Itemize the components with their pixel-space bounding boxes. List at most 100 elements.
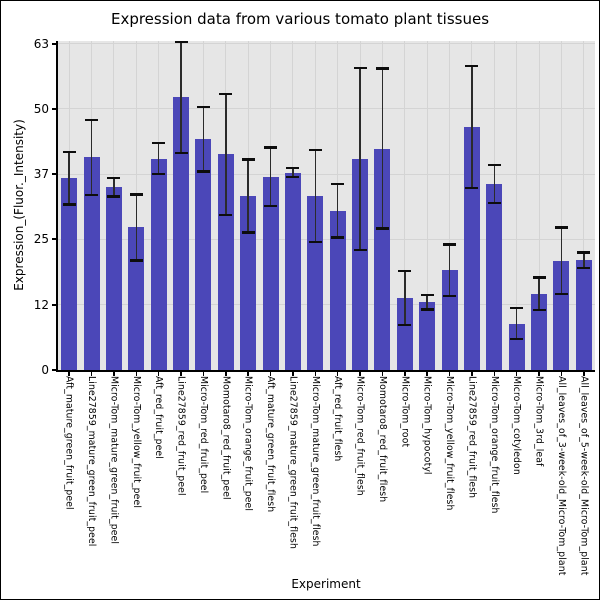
bar	[150, 158, 167, 370]
error-bar-line	[471, 66, 473, 189]
error-bar-cap	[62, 203, 76, 206]
error-bar-line	[113, 177, 115, 197]
gridline-vertical	[516, 41, 518, 370]
error-bar-cap	[510, 306, 524, 310]
error-bar-line	[583, 252, 585, 269]
bar	[307, 196, 324, 370]
bar	[575, 260, 592, 370]
bar	[352, 159, 369, 370]
gridline-horizontal	[58, 43, 595, 45]
error-bar-line	[538, 277, 540, 310]
error-bar-cap	[174, 151, 188, 154]
error-bar-cap	[375, 67, 389, 70]
error-bar-cap	[465, 64, 479, 68]
x-tick-label: Micro-Tom_cotyledon	[511, 376, 523, 475]
y-tick-label: 12	[33, 297, 49, 312]
x-tick-mark	[292, 372, 294, 376]
error-bar-line	[359, 68, 361, 250]
error-bar-line	[515, 307, 518, 340]
error-bar-cap	[353, 248, 367, 252]
error-bar-line	[336, 184, 339, 238]
error-bar-line	[292, 167, 294, 178]
y-tick-label: 63	[33, 36, 49, 51]
y-axis-label: Expression_(Fluor._Intensity)	[12, 119, 26, 291]
gridline-vertical	[560, 41, 562, 370]
y-tick-label: 25	[33, 232, 49, 247]
x-tick-mark	[583, 372, 585, 376]
x-tick-mark	[90, 372, 93, 376]
y-tick-label: 50	[33, 101, 49, 116]
error-bar-cap	[129, 259, 143, 262]
x-tick-label: Aft_red_fruit_peel	[153, 376, 165, 459]
bar	[240, 196, 257, 370]
error-bar-cap	[532, 308, 546, 312]
gridline-vertical	[583, 41, 585, 370]
x-axis-label: Experiment	[291, 577, 361, 591]
bar	[128, 227, 145, 370]
x-tick-mark	[426, 372, 428, 376]
error-bar-line	[90, 119, 93, 196]
error-bar-cap	[129, 193, 143, 196]
x-tick-label: Line27859_mature_green_fruit_peel	[86, 376, 98, 547]
error-bar-cap	[264, 146, 278, 149]
x-tick-label: Line27859_red_fruit_peel	[175, 376, 187, 496]
y-tick-mark	[52, 303, 56, 306]
bar	[105, 187, 122, 370]
x-tick-mark	[404, 372, 406, 376]
x-tick-label: Micro-Tom_red_fruit_flesh	[354, 376, 366, 496]
y-axis-spine	[56, 41, 58, 372]
bar	[195, 139, 212, 370]
x-tick-mark	[135, 372, 138, 376]
y-tick-mark	[52, 42, 56, 45]
x-tick-mark	[225, 372, 227, 376]
bar	[329, 210, 346, 370]
bar	[396, 297, 413, 370]
x-tick-label: Micro-Tom_3rd_leaf	[533, 376, 545, 467]
x-tick-label: Micro-Tom_orange_fruit_flesh	[488, 376, 500, 514]
error-bar-line	[202, 106, 205, 172]
x-tick-label: Aft_mature_green_fruit_flesh	[265, 376, 277, 513]
x-tick-mark	[314, 372, 317, 376]
error-bar-cap	[577, 251, 591, 254]
error-bar-cap	[398, 269, 412, 272]
bar	[419, 302, 436, 370]
error-bar-line	[381, 68, 384, 229]
x-tick-label: All_leaves_of_5-week-old_Micro-Tom_plant	[578, 376, 590, 576]
error-bar-line	[180, 42, 182, 153]
error-bar-line	[448, 244, 451, 296]
bar	[284, 172, 301, 370]
x-tick-label: Micro-Tom_red_fruit_peel	[197, 376, 209, 494]
bar	[531, 293, 548, 370]
error-bar-cap	[264, 204, 278, 208]
error-bar-cap	[375, 227, 389, 230]
bar	[553, 260, 570, 370]
x-tick-label: Micro-Tom_mature_green_fruit_peel	[108, 376, 120, 545]
x-tick-mark	[336, 372, 339, 376]
x-tick-label: Micro-Tom_root	[399, 376, 411, 448]
error-bar-line	[225, 93, 227, 215]
error-bar-cap	[554, 293, 568, 296]
y-tick-label: 0	[41, 363, 49, 377]
error-bar-cap	[62, 151, 76, 154]
x-tick-label: Aft_mature_green_fruit_peel	[63, 376, 75, 510]
error-bar-cap	[420, 293, 434, 296]
x-tick-mark	[471, 372, 473, 376]
x-tick-mark	[560, 372, 563, 376]
x-tick-mark	[157, 372, 160, 376]
error-bar-cap	[443, 294, 457, 298]
x-tick-label: Line27859_red_fruit_flesh	[466, 376, 478, 499]
gridline-vertical	[449, 41, 451, 370]
plot-area	[58, 40, 595, 370]
x-tick-label: Micro-Tom_yellow_fruit_peel	[130, 376, 142, 509]
x-tick-label: Micro-Tom_mature_green_fruit_flesh	[309, 376, 321, 547]
error-bar-cap	[196, 170, 210, 173]
x-tick-mark	[493, 372, 496, 376]
x-tick-mark	[515, 372, 518, 376]
x-tick-mark	[202, 372, 205, 376]
error-bar-cap	[196, 105, 210, 108]
bar	[262, 176, 279, 370]
x-tick-label: Micro-Tom_yellow_fruit_flesh	[444, 376, 456, 511]
error-bar-cap	[510, 337, 524, 341]
error-bar-cap	[241, 231, 255, 234]
